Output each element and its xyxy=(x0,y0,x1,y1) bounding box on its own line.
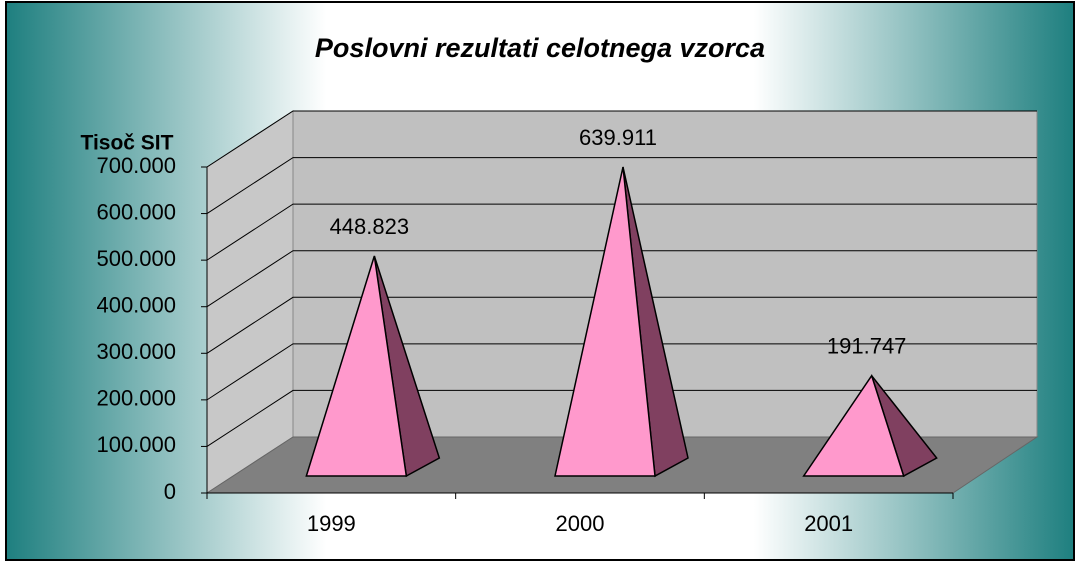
grid-line xyxy=(206,157,1037,214)
grid-line xyxy=(206,296,1037,354)
y-tick-label: 500.000 xyxy=(96,246,176,271)
y-tick-label: 0 xyxy=(164,479,176,504)
grid-line xyxy=(206,250,1037,308)
x-tick-label: 1999 xyxy=(307,511,356,536)
grid-line xyxy=(206,389,1037,447)
y-tick-label: 400.000 xyxy=(96,293,176,318)
data-label: 448.823 xyxy=(330,214,410,239)
chart-title: Poslovni rezultati celotnega vzorca xyxy=(315,33,765,63)
grid-line xyxy=(206,343,1037,401)
y-tick-label: 300.000 xyxy=(96,339,176,364)
y-tick-label: 600.000 xyxy=(96,199,176,224)
x-tick-label: 2001 xyxy=(804,511,853,536)
side-wall xyxy=(206,110,294,494)
pyramid xyxy=(305,255,408,477)
pyramid xyxy=(802,374,905,477)
y-tick-label: 100.000 xyxy=(96,432,176,457)
grid-line xyxy=(206,203,1037,261)
pyramid xyxy=(554,166,656,477)
data-label: 639.911 xyxy=(579,125,657,150)
data-label: 191.747 xyxy=(827,334,907,359)
y-tick-label: 700.000 xyxy=(96,153,176,178)
y-axis-label: Tisoč SIT xyxy=(81,132,174,155)
x-tick-label: 2000 xyxy=(556,511,605,536)
grid-line xyxy=(206,110,1037,168)
y-tick-label: 200.000 xyxy=(96,386,176,411)
